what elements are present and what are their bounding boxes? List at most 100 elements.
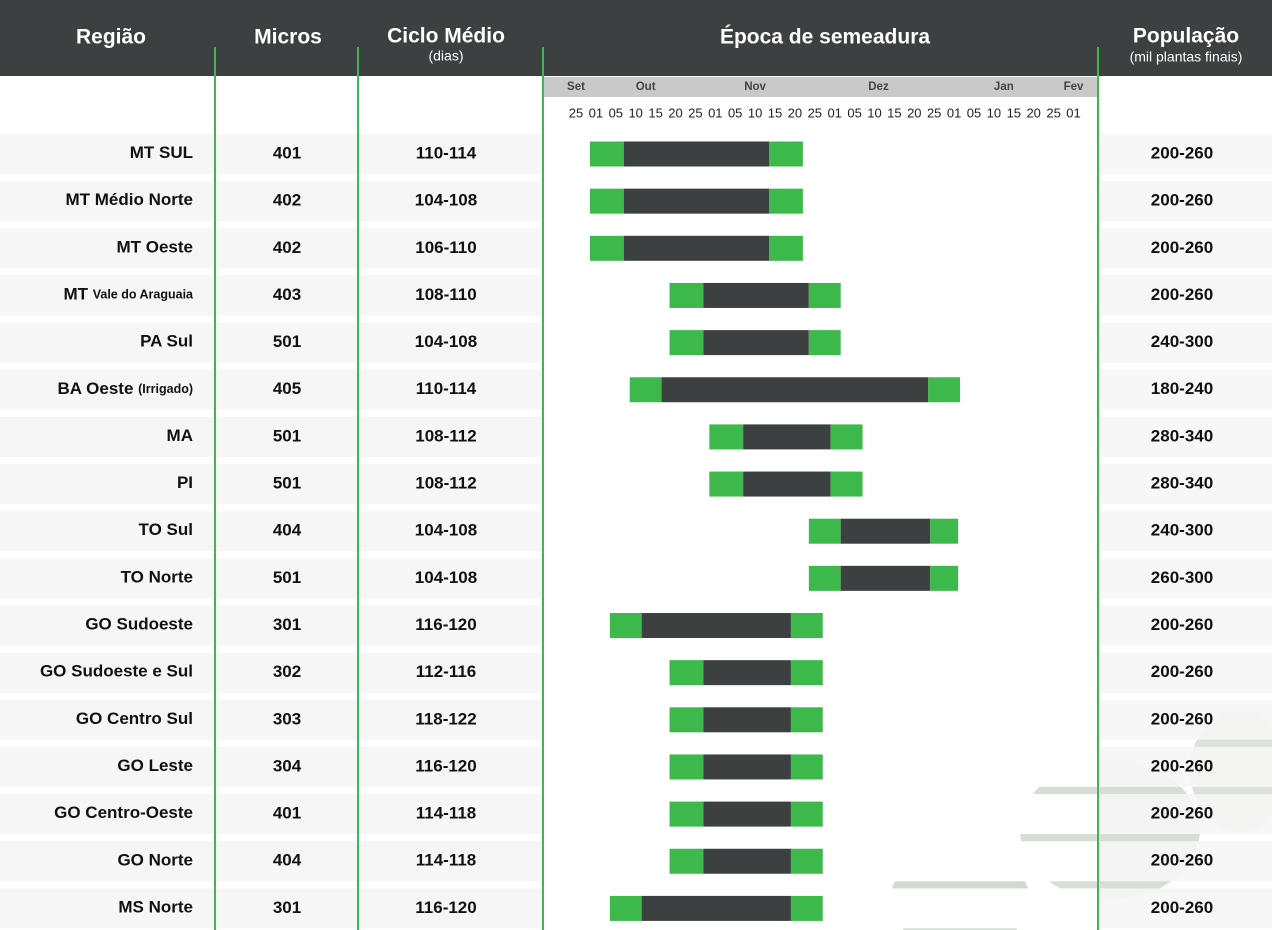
window-ideal [840, 565, 931, 591]
micros-value: 404 [273, 521, 302, 540]
population-value: 200-260 [1151, 238, 1213, 257]
window-early [609, 613, 642, 638]
window-late [769, 188, 803, 214]
micros-value: 303 [273, 709, 301, 728]
window-early [709, 471, 744, 497]
row-band [0, 369, 543, 410]
cycle-value: 112-116 [416, 662, 477, 681]
region-name: GO Sudoeste e Sul [40, 662, 193, 681]
window-early [669, 282, 704, 308]
header-cycle-unit: (dias) [428, 48, 463, 64]
population-value: 200-260 [1151, 851, 1213, 870]
region-name: PI [177, 474, 193, 493]
row-band [1099, 699, 1272, 740]
region-name: TO Norte [121, 568, 193, 587]
day-label: 15 [648, 105, 662, 120]
day-label: 25 [808, 105, 822, 120]
row-band [1099, 228, 1272, 269]
region-label: MS Norte [118, 898, 193, 917]
window-ideal [743, 471, 831, 497]
cycle-value: 104-108 [415, 568, 477, 587]
window-ideal [840, 518, 931, 544]
day-label: 10 [628, 105, 642, 120]
region-label: GO Centro-Oeste [54, 804, 193, 823]
cycle-value: 108-110 [415, 285, 476, 304]
cycle-value: 104-108 [415, 332, 477, 351]
day-label: 25 [688, 105, 702, 120]
day-label: 25 [1046, 105, 1060, 120]
day-label: 20 [907, 105, 921, 120]
region-name: TO Sul [139, 521, 193, 540]
population-value: 240-300 [1151, 332, 1213, 351]
region-name: MT SUL [130, 143, 193, 162]
cycle-value: 106-110 [415, 238, 476, 257]
window-ideal [703, 848, 791, 874]
row-band [1099, 134, 1272, 174]
header-bar [0, 0, 1272, 76]
region-name: GO Centro Sul [76, 709, 193, 728]
column-lines [214, 47, 1099, 930]
month-label: Dez [868, 81, 889, 93]
day-label: 05 [609, 105, 623, 120]
micros-value: 302 [273, 662, 301, 681]
window-early [669, 707, 704, 733]
region-name: MA [167, 426, 193, 445]
cycle-value: 108-112 [415, 474, 476, 493]
row-band [0, 841, 543, 882]
day-label: 01 [708, 105, 722, 120]
window-ideal [703, 707, 791, 733]
window-late [769, 235, 803, 261]
region-name: MT [63, 285, 88, 304]
window-late [930, 565, 959, 591]
window-early [589, 141, 624, 167]
population-value: 260-300 [1151, 568, 1213, 587]
region-label: GO Norte [117, 851, 193, 870]
region-name: GO Norte [117, 851, 193, 870]
window-early [669, 330, 704, 356]
window-early [808, 565, 841, 591]
window-late [790, 707, 823, 733]
population-value: 200-260 [1151, 143, 1213, 162]
row-band [0, 134, 543, 174]
window-early [709, 424, 744, 450]
window-late [808, 330, 841, 356]
day-label: 15 [887, 105, 901, 120]
region-note: Vale do Araguaia [93, 288, 194, 302]
window-early [808, 518, 841, 544]
day-label: 01 [827, 105, 841, 120]
row-band [1099, 794, 1272, 835]
day-label: 01 [947, 105, 961, 120]
region-name: GO Leste [117, 756, 193, 775]
window-early [609, 895, 642, 921]
day-label: 10 [987, 105, 1001, 120]
row-band [1099, 888, 1272, 929]
population-value: 200-260 [1151, 709, 1213, 728]
row-band [1099, 841, 1272, 882]
day-label: 01 [589, 105, 603, 120]
cycle-value: 108-112 [415, 426, 476, 445]
row-band [1099, 181, 1272, 222]
row-band [0, 746, 543, 787]
window-early [629, 377, 662, 403]
row-band [0, 794, 543, 835]
row-band [0, 416, 543, 457]
region-label: GO Leste [117, 756, 193, 775]
micros-value: 405 [273, 379, 301, 398]
region-name: BA Oeste [58, 379, 134, 398]
population-value: 240-300 [1151, 521, 1213, 540]
row-band [1099, 746, 1272, 787]
row-band [1099, 652, 1272, 693]
month-label: Set [567, 81, 585, 93]
row-band [0, 558, 543, 599]
cycle-value: 110-114 [416, 143, 477, 162]
population-value: 200-260 [1151, 615, 1213, 634]
row-band [0, 699, 543, 740]
region-label: GO Sudoeste e Sul [40, 662, 193, 681]
cycle-value: 116-120 [415, 756, 476, 775]
region-label: GO Sudoeste [85, 615, 193, 634]
cycle-value: 116-120 [415, 898, 476, 917]
row-band [1099, 558, 1272, 599]
day-label: 05 [728, 105, 742, 120]
region-label: GO Centro Sul [76, 709, 193, 728]
